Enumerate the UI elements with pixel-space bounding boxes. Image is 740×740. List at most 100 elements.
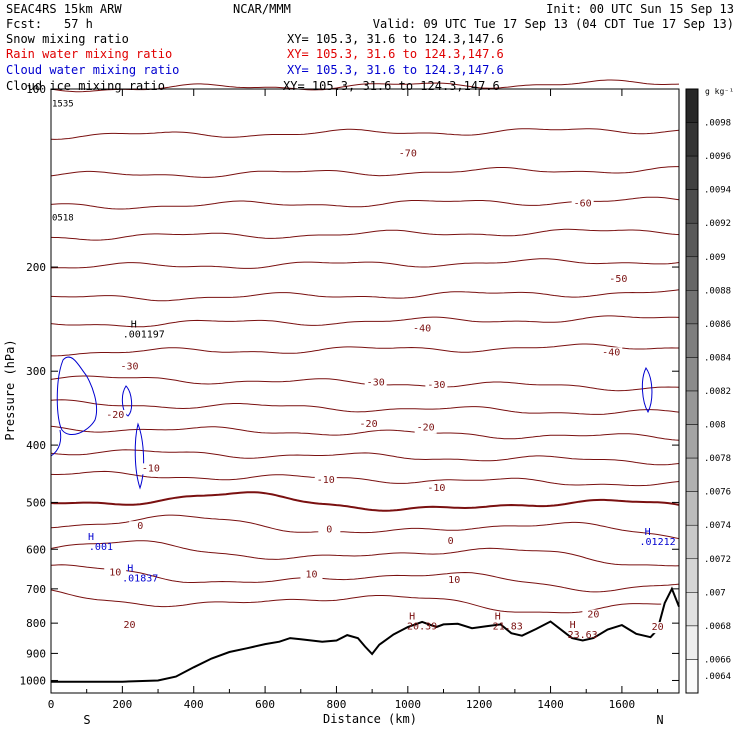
isotherm-label: 0 bbox=[326, 524, 332, 535]
isotherm--15 bbox=[50, 425, 680, 441]
isotherm-label: 10 bbox=[448, 575, 460, 586]
maximum-marker: H bbox=[131, 319, 137, 330]
isotherm-label-bg bbox=[607, 274, 630, 286]
isotherm-label: -30 bbox=[367, 377, 385, 388]
x-tick-label: 1600 bbox=[609, 698, 636, 711]
isotherm-label-bg bbox=[646, 622, 669, 634]
y-tick-label: 800 bbox=[26, 617, 46, 630]
isotherm-label-bg bbox=[118, 361, 141, 373]
left-endpoint-label: S bbox=[83, 713, 90, 727]
isotherm-label-bg bbox=[425, 482, 448, 494]
isotherm-label-bg bbox=[118, 619, 141, 631]
isotherm-label: -20 bbox=[106, 410, 124, 421]
isotherm-label-bg bbox=[104, 567, 127, 579]
valid-time: Valid: 09 UTC Tue 17 Sep 13 (04 CDT Tue … bbox=[373, 17, 734, 31]
fcst-value: 57 h bbox=[64, 17, 93, 31]
right-endpoint-label: N bbox=[656, 713, 663, 727]
colorbar-label: .0092 bbox=[704, 219, 731, 229]
plot-area: -70 -60 -50 -40 -40 -30 -30 -30 -20 -20 -20 -10 -10 -… bbox=[20, 79, 680, 711]
y-tick-label: 700 bbox=[26, 583, 46, 596]
isotherm--45 bbox=[50, 258, 680, 269]
isotherm-label-bg bbox=[129, 521, 152, 533]
colorbar-label: .008 bbox=[704, 421, 726, 431]
isotherm-label: 10 bbox=[305, 570, 317, 581]
colorbar-cell bbox=[685, 558, 699, 593]
isotherm-label: 20 bbox=[123, 620, 135, 631]
maximum-marker: H bbox=[409, 611, 415, 622]
isotherm-label: -30 bbox=[120, 361, 138, 372]
isotherm-label-bg bbox=[300, 569, 323, 581]
isotherm-label-bg bbox=[411, 323, 434, 335]
x-tick-label: 1000 bbox=[395, 698, 422, 711]
colorbar-label: .007 bbox=[704, 588, 726, 598]
isotherm-label-bg bbox=[364, 377, 387, 389]
colorbar-cell bbox=[685, 524, 699, 560]
colorbar-cell bbox=[685, 323, 699, 358]
y-tick-label: 600 bbox=[26, 543, 46, 556]
y-tick-label: 300 bbox=[26, 365, 46, 378]
colorbar-label: .0068 bbox=[704, 622, 731, 632]
isotherm--20 bbox=[50, 399, 680, 415]
y-tick-label: 1000 bbox=[20, 674, 47, 687]
isotherm--30 bbox=[51, 343, 679, 357]
isotherm-label: 20 bbox=[652, 622, 664, 633]
isotherm--50 bbox=[50, 228, 680, 241]
isotherm-label: 0 bbox=[137, 521, 143, 532]
maximum-marker: H bbox=[495, 611, 501, 622]
y-tick-label: 100 bbox=[26, 83, 46, 96]
colorbar-label: .0094 bbox=[704, 186, 731, 196]
isotherm-label: -50 bbox=[609, 274, 627, 285]
isotherm-label: -40 bbox=[413, 323, 431, 334]
isotherm-5 bbox=[50, 514, 680, 540]
field-snow-name: Snow mixing ratio bbox=[6, 32, 129, 46]
colorbar-label: .0084 bbox=[704, 353, 731, 363]
isotherm--65 bbox=[50, 128, 680, 140]
terrain-line bbox=[51, 586, 680, 683]
isotherm-label: 20 bbox=[587, 610, 599, 621]
isotherm-label: -20 bbox=[360, 419, 378, 430]
colorbar-label: .0096 bbox=[704, 152, 731, 162]
isotherm-label-bg bbox=[357, 419, 380, 431]
model-title: SEAC4RS 15km ARW bbox=[6, 2, 122, 16]
isotherm-label: -60 bbox=[574, 198, 592, 209]
isotherm-label-bg bbox=[571, 198, 594, 210]
y-tick-label: 500 bbox=[26, 496, 46, 509]
maximum-marker: H bbox=[127, 563, 133, 574]
init-time: Init: 00 UTC Sun 15 Sep 13 bbox=[546, 2, 734, 16]
isotherm-label: -10 bbox=[317, 475, 335, 486]
colorbar-label: .0064 bbox=[704, 672, 731, 682]
colorbar-cell bbox=[685, 659, 699, 694]
colorbar-cell bbox=[685, 189, 699, 224]
colorbar-cell bbox=[685, 457, 699, 492]
colorbar-cell bbox=[685, 491, 699, 526]
colorbar-cell bbox=[685, 592, 699, 627]
x-tick-label: 800 bbox=[327, 698, 347, 711]
edge-label: 1535 bbox=[52, 99, 74, 109]
isotherm-label-bg bbox=[425, 379, 448, 391]
plot-frame bbox=[50, 88, 680, 694]
isotherm-10 bbox=[50, 540, 680, 567]
isotherm--5 bbox=[50, 470, 680, 487]
isotherm-label: 0 bbox=[448, 536, 454, 547]
cloud-water-contour bbox=[50, 429, 62, 457]
isotherm-0 bbox=[50, 491, 680, 512]
colorbar-cell bbox=[685, 625, 699, 660]
x-axis-title: Distance (km) bbox=[323, 712, 417, 726]
colorbar-cell bbox=[685, 390, 699, 425]
cloud-water-contour bbox=[56, 356, 98, 435]
isotherm-label-bg bbox=[314, 475, 337, 487]
isotherm-label-bg bbox=[600, 347, 623, 359]
cloud-water-contour bbox=[134, 422, 145, 490]
colorbar-frame bbox=[685, 88, 699, 694]
isotherm--35 bbox=[50, 315, 680, 328]
colorbar: .0098 .0096 .0094 .0092 .009 .0088 .0086 .0084.… bbox=[685, 88, 731, 694]
isotherm-label-bg bbox=[443, 574, 466, 586]
maximum-value: 20.39 bbox=[407, 621, 437, 632]
y-tick-label: 200 bbox=[26, 261, 46, 274]
maximum-value: .01212 bbox=[640, 537, 676, 548]
x-tick-label: 1200 bbox=[466, 698, 493, 711]
field-cloudice-xy: XY= 105.3, 31.6 to 124.3,147.6 bbox=[283, 79, 500, 93]
cloud-water-contour bbox=[121, 385, 133, 417]
colorbar-label: .0066 bbox=[704, 655, 731, 665]
